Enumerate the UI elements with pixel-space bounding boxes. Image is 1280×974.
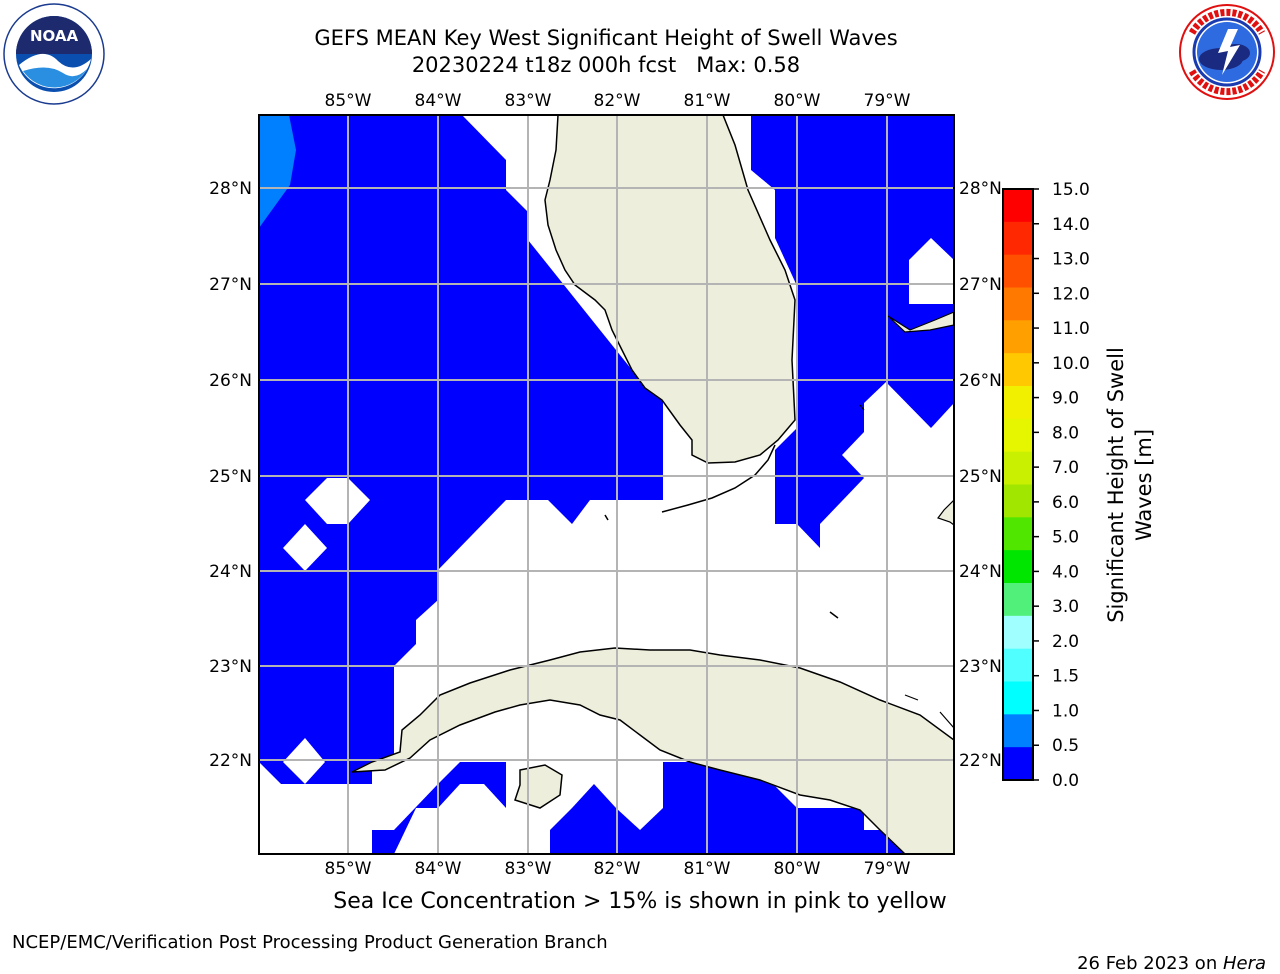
colorbar-tick-label: 4.0 bbox=[1052, 562, 1079, 582]
land-bahamas-2 bbox=[937, 499, 954, 526]
swell-gap-2 bbox=[283, 524, 327, 571]
noaa-logo-text: NOAA bbox=[30, 27, 79, 45]
colorbar-tick-label: 5.0 bbox=[1052, 528, 1079, 548]
colorbar-swatch bbox=[1003, 583, 1033, 617]
colorbar-tick-label: 13.0 bbox=[1052, 250, 1090, 270]
land-bahamas-1 bbox=[887, 311, 954, 333]
lat-label-left: 26°N bbox=[209, 371, 252, 391]
colorbar-frame bbox=[1002, 188, 1034, 781]
land-isla-juventud bbox=[514, 764, 563, 809]
colorbar-tick-label: 1.5 bbox=[1052, 667, 1079, 687]
lat-label-right: 23°N bbox=[959, 657, 1002, 677]
lon-label-top: 80°W bbox=[774, 91, 821, 111]
lon-label-bottom: 80°W bbox=[774, 859, 821, 879]
colorbar-tick-label: 6.0 bbox=[1052, 493, 1079, 513]
colorbar-label-line1: Significant Height of Swell bbox=[1104, 347, 1128, 623]
colorbar-tick-label: 12.0 bbox=[1052, 284, 1090, 304]
lon-label-bottom: 81°W bbox=[684, 859, 731, 879]
map-grid bbox=[259, 115, 954, 854]
footer-date: 26 Feb 2023 on Hera bbox=[1066, 932, 1266, 974]
swell-fill-south-2 bbox=[550, 762, 954, 854]
colorbar-swatch bbox=[1003, 189, 1033, 223]
footer-credit: NCEP/EMC/Verification Post Processing Pr… bbox=[12, 932, 608, 953]
colorbar-swatch bbox=[1003, 484, 1033, 518]
lat-label-right: 26°N bbox=[959, 371, 1002, 391]
land-florida bbox=[544, 115, 796, 464]
colorbar-swatch bbox=[1003, 386, 1033, 420]
footer-date-text: 26 Feb 2023 on bbox=[1077, 953, 1223, 974]
land-cuba bbox=[351, 647, 954, 854]
lat-label-right: 22°N bbox=[959, 751, 1002, 771]
map-frame bbox=[258, 114, 955, 855]
sea-ice-note: Sea Ice Concentration > 15% is shown in … bbox=[333, 889, 947, 914]
colorbar-swatch bbox=[1003, 747, 1033, 781]
colorbar-swatch bbox=[1003, 320, 1033, 354]
lon-label-bottom: 84°W bbox=[415, 859, 462, 879]
colorbar-tick-label: 14.0 bbox=[1052, 215, 1090, 235]
colorbar-tick-label: 10.0 bbox=[1052, 354, 1090, 374]
footer-host: Hera bbox=[1222, 953, 1266, 974]
lat-label-right: 27°N bbox=[959, 275, 1002, 295]
lat-label-left: 27°N bbox=[209, 275, 252, 295]
swell-fill-south-1 bbox=[372, 762, 506, 854]
colorbar-tick-label: 0.0 bbox=[1052, 771, 1079, 791]
swell-fill-atlantic bbox=[751, 115, 954, 548]
lat-label-left: 25°N bbox=[209, 467, 252, 487]
colorbar-swatch bbox=[1003, 714, 1033, 748]
lon-label-bottom: 82°W bbox=[594, 859, 641, 879]
lon-label-bottom: 85°W bbox=[325, 859, 372, 879]
land-andros bbox=[859, 404, 954, 729]
lat-label-right: 24°N bbox=[959, 562, 1002, 582]
lat-label-right: 25°N bbox=[959, 467, 1002, 487]
lon-label-top: 85°W bbox=[325, 91, 372, 111]
colorbar-tick-label: 7.0 bbox=[1052, 458, 1079, 478]
colorbar-swatches bbox=[1003, 189, 1033, 781]
colorbar-swatch bbox=[1003, 287, 1033, 321]
lat-label-left: 24°N bbox=[209, 562, 252, 582]
swell-fill-gulf bbox=[259, 115, 663, 784]
lon-label-top: 82°W bbox=[594, 91, 641, 111]
colorbar-swatch bbox=[1003, 418, 1033, 453]
lat-label-right: 28°N bbox=[959, 179, 1002, 199]
map-subtitle: 20230224 t18z 000h fcst Max: 0.58 bbox=[411, 53, 801, 77]
colorbar-ticks: 15.0 14.0 13.0 12.0 11.0 10.0 9.0 8.0 7.0 6.0 5.0 4… bbox=[1033, 180, 1090, 791]
colorbar-swatch bbox=[1003, 648, 1033, 683]
lon-label-top: 83°W bbox=[505, 91, 552, 111]
colorbar-tick-label: 3.0 bbox=[1052, 597, 1079, 617]
lat-label-left: 28°N bbox=[209, 179, 252, 199]
lon-label-top: 79°W bbox=[864, 91, 911, 111]
lon-label-bottom: 79°W bbox=[864, 859, 911, 879]
colorbar-tick-label: 11.0 bbox=[1052, 319, 1090, 339]
colorbar-label-line2: Waves [m] bbox=[1132, 429, 1156, 541]
lon-label-top: 81°W bbox=[684, 91, 731, 111]
colorbar-tick-label: 8.0 bbox=[1052, 423, 1079, 443]
colorbar-swatch bbox=[1003, 353, 1033, 387]
swell-gap-1 bbox=[305, 478, 370, 524]
colorbar-tick-label: 0.5 bbox=[1052, 736, 1079, 756]
colorbar-swatch bbox=[1003, 517, 1033, 551]
lon-label-top: 84°W bbox=[415, 91, 462, 111]
map-title: GEFS MEAN Key West Significant Height of… bbox=[314, 26, 898, 50]
colorbar-swatch bbox=[1003, 550, 1033, 584]
swell-fill-nw-band bbox=[259, 115, 296, 228]
lat-label-left: 23°N bbox=[209, 657, 252, 677]
colorbar-swatch bbox=[1003, 451, 1033, 486]
colorbar-swatch bbox=[1003, 615, 1033, 650]
colorbar-tick-label: 1.0 bbox=[1052, 701, 1079, 721]
colorbar-tick-label: 9.0 bbox=[1052, 389, 1079, 409]
nws-logo-icon bbox=[1179, 4, 1275, 100]
colorbar-swatch bbox=[1003, 254, 1033, 289]
colorbar-tick-label: 2.0 bbox=[1052, 632, 1079, 652]
noaa-logo-icon: NOAA bbox=[3, 3, 105, 105]
florida-keys bbox=[604, 444, 839, 619]
colorbar-swatch bbox=[1003, 681, 1033, 715]
lat-label-left: 22°N bbox=[209, 751, 252, 771]
lon-label-bottom: 83°W bbox=[505, 859, 552, 879]
colorbar-swatch bbox=[1003, 221, 1033, 256]
colorbar-tick-label: 15.0 bbox=[1052, 180, 1090, 200]
